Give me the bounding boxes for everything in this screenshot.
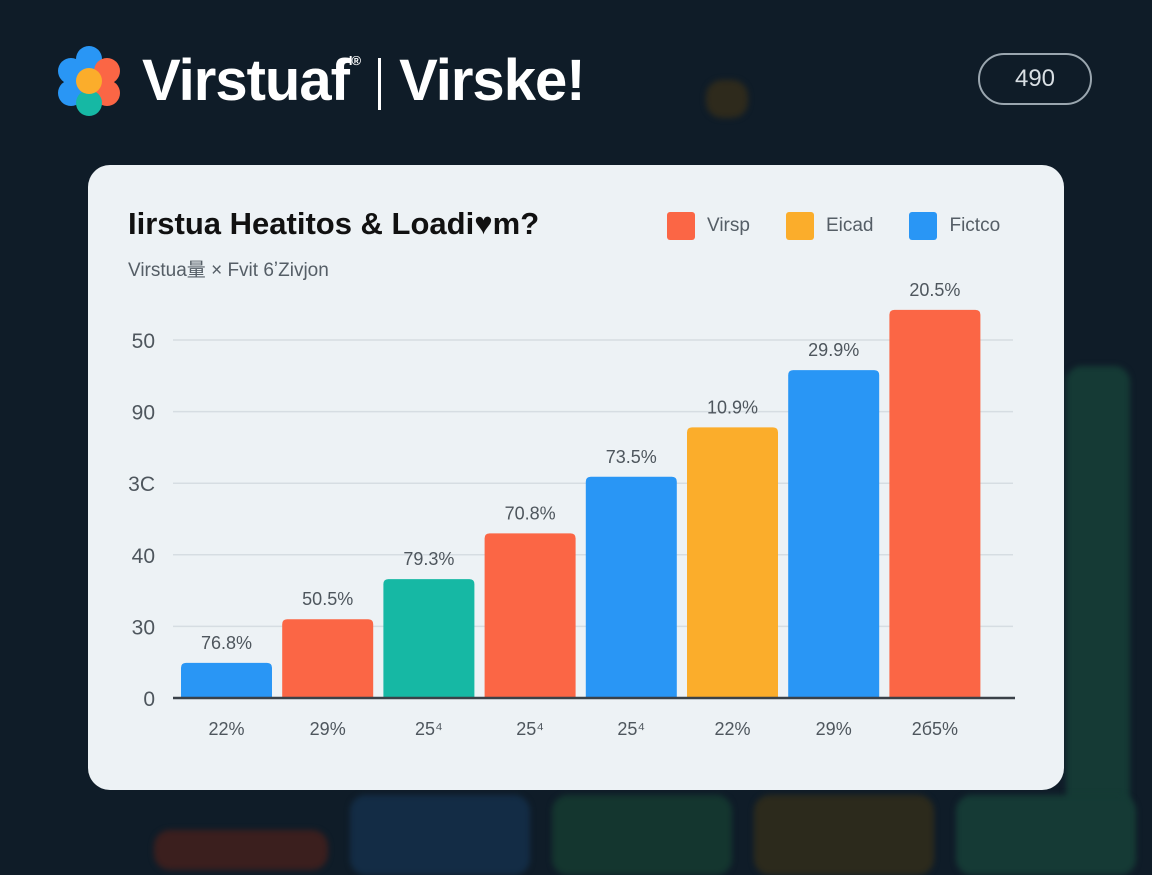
legend-item: Eicad bbox=[785, 212, 874, 240]
y-tick-label: 3C bbox=[128, 473, 155, 496]
brand-mark: I® bbox=[348, 52, 361, 68]
flower-logo-icon bbox=[56, 44, 124, 116]
bar bbox=[788, 370, 880, 698]
data-label: 50.5% bbox=[302, 589, 353, 609]
background-panel bbox=[552, 795, 732, 875]
chart-subtitle: Virstua量 × Fvit 6ʼZivjon bbox=[128, 260, 329, 281]
legend-item: Virsp bbox=[667, 212, 750, 240]
x-tick-label: 22% bbox=[208, 719, 244, 739]
header-pill-button[interactable]: 490 bbox=[978, 53, 1092, 105]
y-tick-label: 30 bbox=[132, 616, 155, 639]
bar bbox=[484, 533, 576, 698]
data-label: 70.8% bbox=[505, 503, 556, 523]
x-tick-label: 25⁴ bbox=[617, 719, 645, 739]
y-tick-label: 40 bbox=[132, 545, 155, 568]
bar bbox=[585, 476, 677, 698]
x-tick-label: 25⁴ bbox=[415, 719, 443, 739]
bar bbox=[889, 309, 981, 698]
background-panel bbox=[1066, 366, 1130, 866]
chart-legend: Virsp Eicad Fictco bbox=[667, 212, 1036, 240]
legend-swatch bbox=[667, 212, 695, 240]
background-panel bbox=[706, 80, 748, 118]
x-tick-label: 2б5% bbox=[912, 719, 958, 739]
background-panel bbox=[350, 795, 530, 875]
legend-item: Fictco bbox=[909, 212, 1000, 240]
app-title: VirstuafI® Virske! bbox=[142, 47, 586, 114]
background-panel bbox=[154, 830, 328, 870]
bar bbox=[687, 427, 778, 698]
chart-title: Iirstua Heatitos & Loadi♥m? bbox=[128, 206, 540, 241]
bar bbox=[282, 619, 374, 698]
y-tick-label: 0 bbox=[143, 688, 155, 711]
background-panel bbox=[754, 795, 934, 875]
legend-label: Fictco bbox=[949, 215, 1001, 236]
title-divider bbox=[378, 58, 382, 111]
bar bbox=[181, 662, 272, 698]
legend-swatch bbox=[785, 212, 814, 240]
y-tick-label: 90 bbox=[132, 402, 155, 425]
data-label: 10.9% bbox=[707, 397, 758, 417]
bar bbox=[383, 579, 475, 698]
product-name: Virske! bbox=[399, 47, 585, 113]
data-label: 79.3% bbox=[403, 549, 454, 569]
background-panel bbox=[956, 795, 1136, 875]
x-tick-label: 29% bbox=[816, 719, 852, 739]
x-tick-label: 25⁴ bbox=[516, 719, 544, 739]
x-tick-label: 29% bbox=[310, 719, 346, 739]
x-tick-label: 22% bbox=[714, 719, 750, 739]
data-label: 73.5% bbox=[606, 447, 657, 467]
brand-name: Virstuaf bbox=[142, 47, 350, 113]
data-label: 76.8% bbox=[201, 633, 252, 653]
y-tick-label: 50 bbox=[132, 330, 155, 353]
legend-swatch bbox=[909, 212, 938, 240]
data-label: 29.9% bbox=[808, 340, 859, 360]
app-header: VirstuafI® Virske! bbox=[56, 40, 586, 120]
data-label: 20.5% bbox=[909, 280, 960, 300]
legend-label: Eicad bbox=[825, 215, 874, 236]
legend-label: Virsp bbox=[707, 215, 750, 236]
